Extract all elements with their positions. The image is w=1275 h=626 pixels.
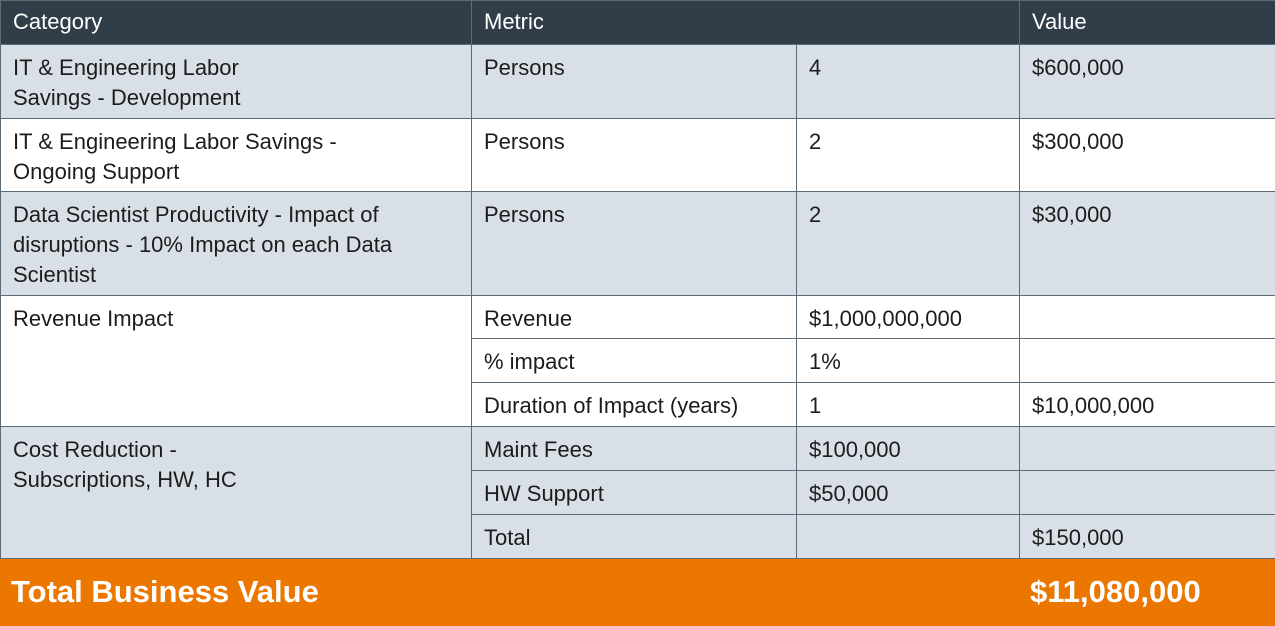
header-row: Category Metric Value xyxy=(1,1,1275,45)
value-cell: $600,000 xyxy=(1020,45,1275,119)
category-cell: IT & Engineering Labor Savings - Ongoing… xyxy=(1,119,472,192)
amount-cell: 2 xyxy=(797,192,1020,296)
metric-cell: Revenue xyxy=(472,296,797,339)
table-row: IT & Engineering Labor Savings - Develop… xyxy=(1,45,1275,119)
total-label: Total Business Value xyxy=(1,559,1020,626)
category-label: IT & Engineering Labor Savings - Ongoing… xyxy=(13,127,393,187)
header-category: Category xyxy=(1,1,472,45)
value-cell xyxy=(1020,339,1275,383)
metric-cell: Persons xyxy=(472,192,797,296)
metric-cell: Duration of Impact (years) xyxy=(472,383,797,427)
metric-cell: % impact xyxy=(472,339,797,383)
category-cell: IT & Engineering Labor Savings - Develop… xyxy=(1,45,472,119)
category-label: Data Scientist Productivity - Impact of … xyxy=(13,200,413,290)
value-cell: $30,000 xyxy=(1020,192,1275,296)
table-row: Revenue Impact Revenue $1,000,000,000 xyxy=(1,296,1275,339)
amount-cell: 1 xyxy=(797,383,1020,427)
table-row: Data Scientist Productivity - Impact of … xyxy=(1,192,1275,296)
amount-cell: $100,000 xyxy=(797,427,1020,471)
amount-cell: 1% xyxy=(797,339,1020,383)
amount-cell: 4 xyxy=(797,45,1020,119)
metric-cell: Total xyxy=(472,515,797,559)
value-cell: $150,000 xyxy=(1020,515,1275,559)
value-cell xyxy=(1020,471,1275,515)
category-cell: Revenue Impact xyxy=(1,296,472,427)
table-row: Cost Reduction - Subscriptions, HW, HC M… xyxy=(1,427,1275,471)
total-value: $11,080,000 xyxy=(1020,559,1275,626)
header-metric: Metric xyxy=(472,1,1020,45)
value-cell xyxy=(1020,296,1275,339)
metric-cell: Persons xyxy=(472,119,797,192)
value-cell: $10,000,000 xyxy=(1020,383,1275,427)
metric-cell: HW Support xyxy=(472,471,797,515)
metric-cell: Persons xyxy=(472,45,797,119)
amount-cell: $1,000,000,000 xyxy=(797,296,1020,339)
category-label: Cost Reduction - Subscriptions, HW, HC xyxy=(13,435,273,495)
amount-cell xyxy=(797,515,1020,559)
metric-cell: Maint Fees xyxy=(472,427,797,471)
category-cell: Cost Reduction - Subscriptions, HW, HC xyxy=(1,427,472,559)
table-row: IT & Engineering Labor Savings - Ongoing… xyxy=(1,119,1275,192)
amount-cell: 2 xyxy=(797,119,1020,192)
header-value: Value xyxy=(1020,1,1275,45)
amount-cell: $50,000 xyxy=(797,471,1020,515)
value-cell: $300,000 xyxy=(1020,119,1275,192)
total-row: Total Business Value $11,080,000 xyxy=(1,559,1275,626)
value-cell xyxy=(1020,427,1275,471)
category-cell: Data Scientist Productivity - Impact of … xyxy=(1,192,472,296)
category-label: IT & Engineering Labor Savings - Develop… xyxy=(13,53,293,113)
